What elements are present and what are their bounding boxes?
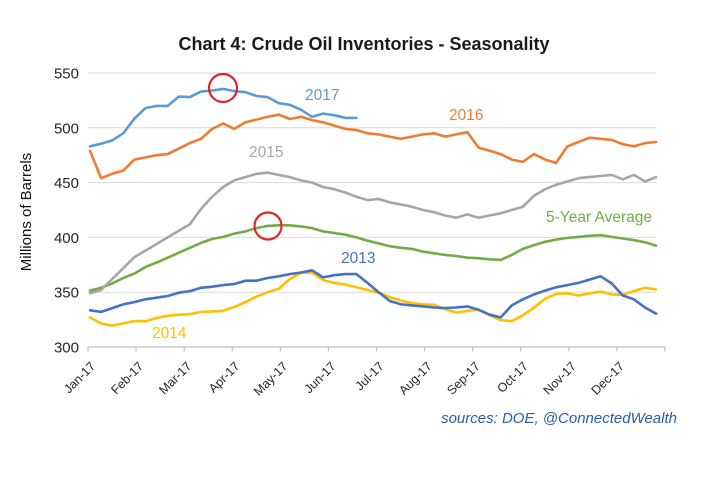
chart-title: Chart 4: Crude Oil Inventories - Seasona… [178,34,550,54]
series-line-2013 [88,268,658,319]
series-label-2017: 2017 [305,87,339,104]
x-tick-label-Apr-17: Apr-17 [206,359,242,395]
series-line-2017 [88,87,358,148]
y-axis-title: Millions of Barrels [18,152,35,272]
x-tick-label-Dec-17: Dec-17 [589,359,627,397]
y-tick-label-500: 500 [54,120,79,137]
peak-annotation-circle-2 [253,211,283,241]
x-tick-label-Mar-17: Mar-17 [156,359,194,397]
source-note: sources: DOE, @ConnectedWealth [441,410,677,427]
x-tick-label-Aug-17: Aug-17 [396,359,434,397]
series-label-5-year-average: 5-Year Average [546,209,652,226]
series-label-2015: 2015 [249,144,283,161]
y-tick-label-300: 300 [54,340,79,357]
y-tick-label-400: 400 [54,230,79,247]
x-tick-label-Jul-17: Jul-17 [353,359,387,393]
series-line-2016 [88,113,658,180]
x-tick-label-Jun-17: Jun-17 [302,359,339,396]
x-tick-label-Sep-17: Sep-17 [444,359,482,397]
series-line-2015 [88,171,658,295]
x-tick-label-Jan-17: Jan-17 [61,359,98,396]
x-tick-label-Nov-17: Nov-17 [541,359,579,397]
y-tick-label-350: 350 [54,285,79,302]
series-line-5-year-average [88,224,658,292]
y-tick-label-550: 550 [54,66,79,83]
series-line-2014 [88,271,658,327]
peak-annotation-circle-1 [207,72,239,104]
x-tick-label-May-17: May-17 [251,359,290,398]
x-tick-label-Feb-17: Feb-17 [108,359,146,397]
y-tick-label-450: 450 [54,175,79,192]
series-label-2013: 2013 [341,250,375,267]
series-label-2014: 2014 [152,325,187,342]
series-label-2016: 2016 [449,107,483,124]
x-tick-label-Oct-17: Oct-17 [494,359,530,395]
